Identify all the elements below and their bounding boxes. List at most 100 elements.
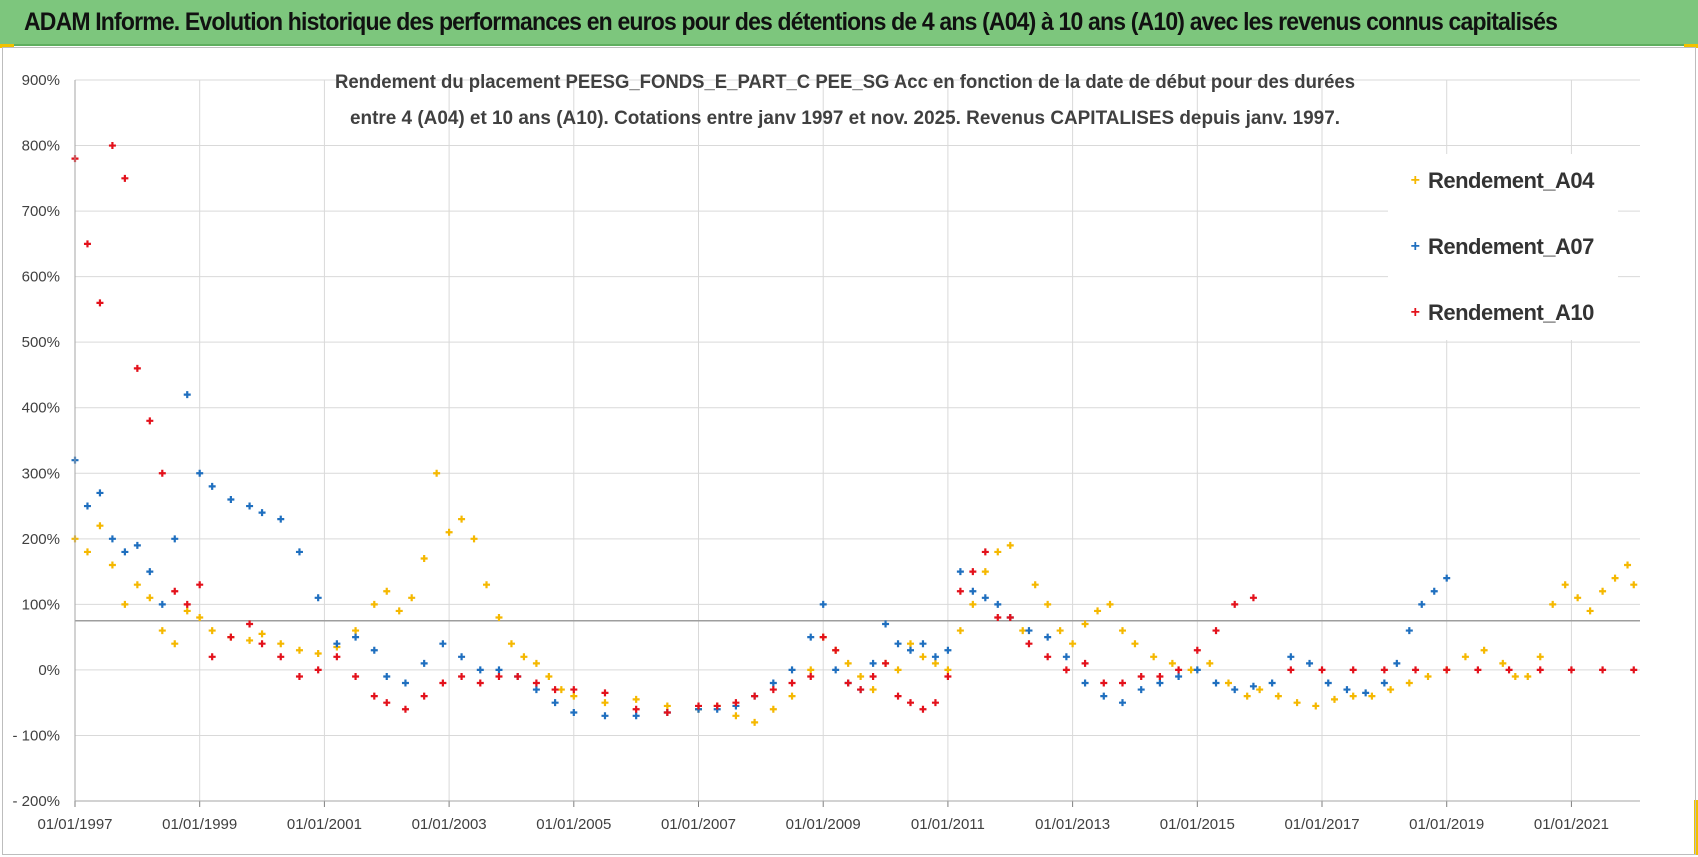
data-point-a04 bbox=[1150, 653, 1158, 661]
data-point-a07 bbox=[1343, 686, 1351, 694]
data-point-a07 bbox=[1081, 679, 1089, 687]
data-point-a10 bbox=[844, 679, 852, 687]
data-point-a07 bbox=[401, 679, 409, 687]
data-point-a07 bbox=[894, 640, 902, 648]
data-point-a10 bbox=[1156, 672, 1164, 680]
data-point-a10 bbox=[171, 587, 179, 595]
data-point-a04 bbox=[1349, 692, 1357, 700]
data-point-a10 bbox=[352, 672, 360, 680]
header-bar: ADAM Informe. Evolution historique des p… bbox=[0, 0, 1698, 46]
data-point-a10 bbox=[1118, 679, 1126, 687]
data-point-a04 bbox=[470, 535, 478, 543]
data-point-a07 bbox=[333, 640, 341, 648]
data-point-a04 bbox=[919, 653, 927, 661]
x-tick-label: 01/01/2011 bbox=[911, 816, 985, 833]
data-point-a04 bbox=[931, 659, 939, 667]
y-tick-label: 100% bbox=[22, 596, 60, 613]
data-point-a10 bbox=[1249, 594, 1257, 602]
data-point-a04 bbox=[601, 699, 609, 707]
data-point-a04 bbox=[570, 692, 578, 700]
data-point-a04 bbox=[183, 607, 191, 615]
data-point-a07 bbox=[1430, 587, 1438, 595]
data-point-a07 bbox=[158, 600, 166, 608]
data-point-a10 bbox=[601, 689, 609, 697]
data-point-a04 bbox=[108, 561, 116, 569]
y-tick-label: - 100% bbox=[12, 727, 60, 744]
data-point-a10 bbox=[146, 417, 154, 425]
legend-label-a07: Rendement_A07 bbox=[1428, 234, 1594, 259]
data-point-a07 bbox=[1268, 679, 1276, 687]
data-point-a04 bbox=[1044, 600, 1052, 608]
x-tick-label: 01/01/1997 bbox=[37, 816, 112, 833]
data-point-a04 bbox=[906, 640, 914, 648]
data-point-a07 bbox=[981, 594, 989, 602]
page-title: ADAM Informe. Evolution historique des p… bbox=[24, 7, 1558, 36]
corner-accent-top-right bbox=[1684, 44, 1698, 48]
data-point-a07 bbox=[476, 666, 484, 674]
data-point-a10 bbox=[532, 679, 540, 687]
data-point-a04 bbox=[1405, 679, 1413, 687]
data-point-a10 bbox=[857, 686, 865, 694]
data-point-a04 bbox=[1243, 692, 1251, 700]
corner-accent-top-left bbox=[0, 44, 14, 48]
data-point-a07 bbox=[383, 672, 391, 680]
data-point-a07 bbox=[227, 495, 235, 503]
data-point-a10 bbox=[1536, 666, 1544, 674]
data-point-a07 bbox=[1306, 659, 1314, 667]
data-point-a10 bbox=[1044, 653, 1052, 661]
legend: + Rendement_A04 + Rendement_A07 + Rendem… bbox=[1388, 154, 1618, 340]
data-point-a07 bbox=[570, 709, 578, 717]
y-tick-label: 400% bbox=[22, 400, 60, 417]
data-point-a04 bbox=[557, 686, 565, 694]
data-point-a04 bbox=[433, 469, 441, 477]
data-point-a10 bbox=[383, 699, 391, 707]
data-point-a04 bbox=[1256, 686, 1264, 694]
y-tick-label: 0% bbox=[38, 662, 60, 679]
data-point-a10 bbox=[1380, 666, 1388, 674]
data-point-a10 bbox=[906, 699, 914, 707]
data-point-a10 bbox=[1630, 666, 1638, 674]
data-point-a10 bbox=[994, 613, 1002, 621]
x-tick-label: 01/01/2005 bbox=[536, 816, 611, 833]
data-point-a07 bbox=[1324, 679, 1332, 687]
data-point-a04 bbox=[1524, 672, 1532, 680]
data-point-a10 bbox=[869, 672, 877, 680]
data-point-a04 bbox=[146, 594, 154, 602]
legend-label-a10: Rendement_A10 bbox=[1428, 300, 1594, 325]
data-point-a10 bbox=[133, 364, 141, 372]
data-point-a10 bbox=[108, 142, 116, 150]
data-point-a07 bbox=[171, 535, 179, 543]
data-point-a07 bbox=[83, 502, 91, 510]
data-point-a04 bbox=[1561, 581, 1569, 589]
axes: 900% 800% 700% 600% 500% 400% 300% 200% 100% 0% - … bbox=[12, 72, 1640, 833]
data-point-a04 bbox=[869, 686, 877, 694]
data-point-a07 bbox=[96, 489, 104, 497]
data-point-a04 bbox=[1056, 627, 1064, 635]
data-point-a04 bbox=[83, 548, 91, 556]
data-point-a04 bbox=[314, 650, 322, 658]
data-point-a04 bbox=[1131, 640, 1139, 648]
data-point-a10 bbox=[96, 299, 104, 307]
data-point-a04 bbox=[788, 692, 796, 700]
data-point-a10 bbox=[1212, 627, 1220, 635]
data-point-a04 bbox=[246, 636, 254, 644]
data-point-a04 bbox=[1019, 627, 1027, 635]
data-point-a07 bbox=[1212, 679, 1220, 687]
data-point-a04 bbox=[507, 640, 515, 648]
data-point-a10 bbox=[931, 699, 939, 707]
y-tick-label: 500% bbox=[22, 334, 60, 351]
y-tick-label: 300% bbox=[22, 465, 60, 482]
data-point-a04 bbox=[1168, 659, 1176, 667]
y-tick-label: 900% bbox=[22, 72, 60, 89]
data-point-a07 bbox=[1362, 689, 1370, 697]
data-point-a07 bbox=[1287, 653, 1295, 661]
data-point-a04 bbox=[383, 587, 391, 595]
data-point-a04 bbox=[1549, 600, 1557, 608]
data-point-a04 bbox=[1293, 699, 1301, 707]
data-point-a10 bbox=[1006, 613, 1014, 621]
data-point-a04 bbox=[277, 640, 285, 648]
data-point-a10 bbox=[1100, 679, 1108, 687]
data-point-a04 bbox=[1118, 627, 1126, 635]
data-point-a04 bbox=[1206, 659, 1214, 667]
